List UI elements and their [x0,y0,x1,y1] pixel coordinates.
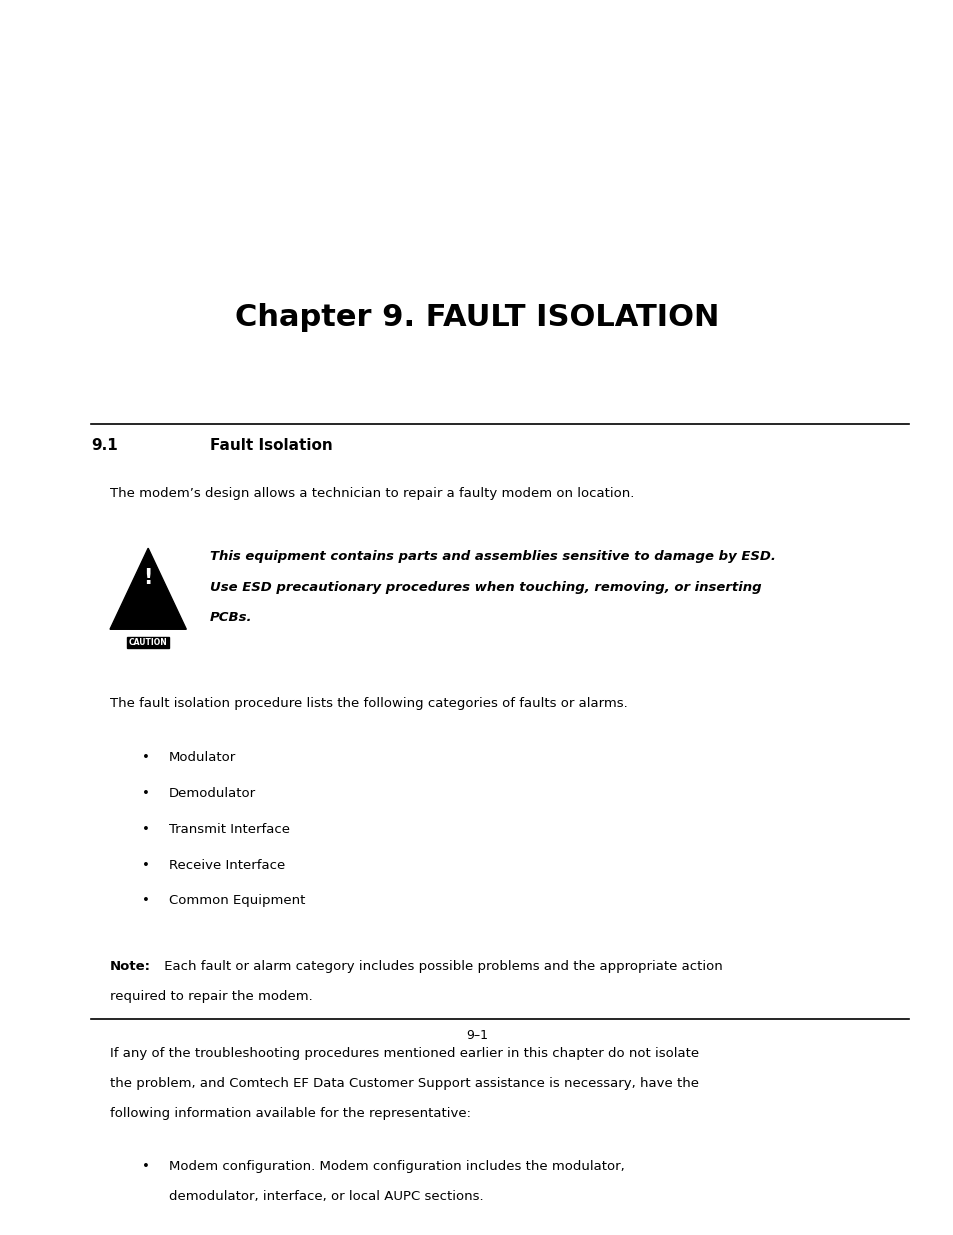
Text: Modem configuration. Modem configuration includes the modulator,: Modem configuration. Modem configuration… [169,1160,624,1173]
Text: Common Equipment: Common Equipment [169,894,305,908]
Text: Use ESD precautionary procedures when touching, removing, or inserting: Use ESD precautionary procedures when to… [210,580,761,594]
Text: Receive Interface: Receive Interface [169,858,285,872]
Text: The modem’s design allows a technician to repair a faulty modem on location.: The modem’s design allows a technician t… [110,487,634,500]
Text: Note:: Note: [110,960,151,973]
Text: •: • [142,1160,150,1173]
Text: Modulator: Modulator [169,751,236,764]
Text: required to repair the modem.: required to repair the modem. [110,990,313,1003]
Text: •: • [142,823,150,836]
Text: Each fault or alarm category includes possible problems and the appropriate acti: Each fault or alarm category includes po… [159,960,721,973]
Text: If any of the troubleshooting procedures mentioned earlier in this chapter do no: If any of the troubleshooting procedures… [110,1046,699,1060]
Text: •: • [142,894,150,908]
Text: •: • [142,751,150,764]
Text: The fault isolation procedure lists the following categories of faults or alarms: The fault isolation procedure lists the … [110,698,627,710]
Text: the problem, and Comtech EF Data Customer Support assistance is necessary, have : the problem, and Comtech EF Data Custome… [110,1077,699,1091]
Text: Demodulator: Demodulator [169,787,256,800]
Text: CAUTION: CAUTION [129,638,168,647]
Text: 9.1: 9.1 [91,438,117,453]
Text: !: ! [143,568,152,588]
Text: demodulator, interface, or local AUPC sections.: demodulator, interface, or local AUPC se… [169,1191,483,1203]
Polygon shape [110,548,186,630]
Text: This equipment contains parts and assemblies sensitive to damage by ESD.: This equipment contains parts and assemb… [210,551,775,563]
Text: Transmit Interface: Transmit Interface [169,823,290,836]
Text: 9–1: 9–1 [465,1029,488,1042]
Text: •: • [142,787,150,800]
Text: PCBs.: PCBs. [210,611,253,624]
Text: •: • [142,858,150,872]
Text: Chapter 9. FAULT ISOLATION: Chapter 9. FAULT ISOLATION [234,303,719,332]
Text: following information available for the representative:: following information available for the … [110,1108,471,1120]
Text: Fault Isolation: Fault Isolation [210,438,333,453]
